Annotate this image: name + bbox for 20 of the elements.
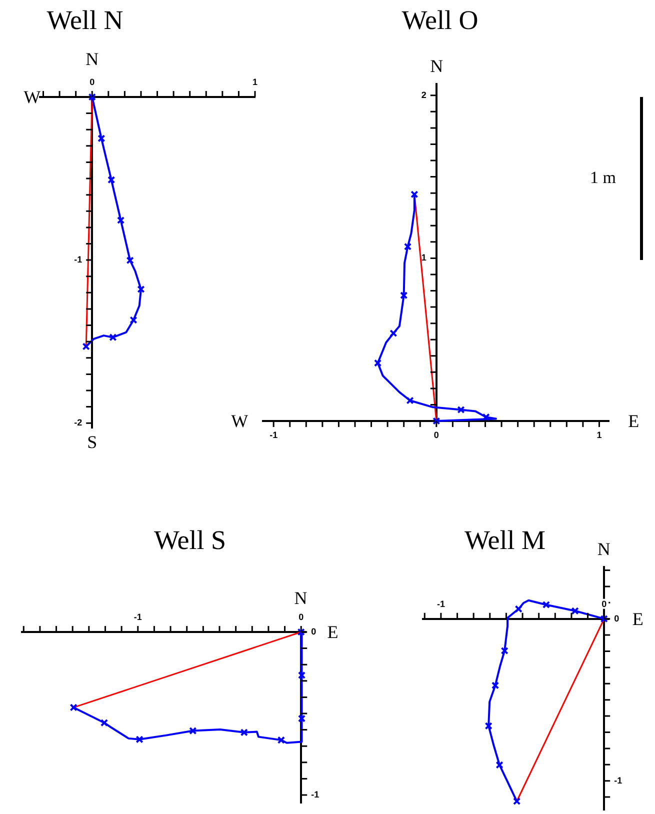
text: N — [294, 588, 308, 608]
text: N — [86, 49, 99, 69]
text: N — [430, 56, 444, 76]
text: E — [628, 411, 640, 432]
chart-title: Well N — [46, 5, 124, 36]
chart-title: Well S — [154, 525, 226, 556]
x-tick-label: -1 — [270, 430, 278, 440]
text: N — [597, 539, 610, 560]
text: S — [87, 432, 98, 452]
text: E — [632, 609, 644, 630]
x-tick-label: 1 — [596, 430, 602, 440]
text: E — [327, 622, 338, 642]
x-tick-label: 0 — [434, 430, 439, 440]
annotation: 1 m — [590, 168, 616, 188]
annotation: W — [231, 411, 248, 432]
chart-title: Well O — [402, 5, 478, 36]
annotation: W — [24, 87, 41, 107]
y-tick-label: 2 — [421, 90, 426, 100]
chart-title: Well M — [464, 525, 546, 556]
y-tick-label: -2 — [74, 418, 82, 428]
